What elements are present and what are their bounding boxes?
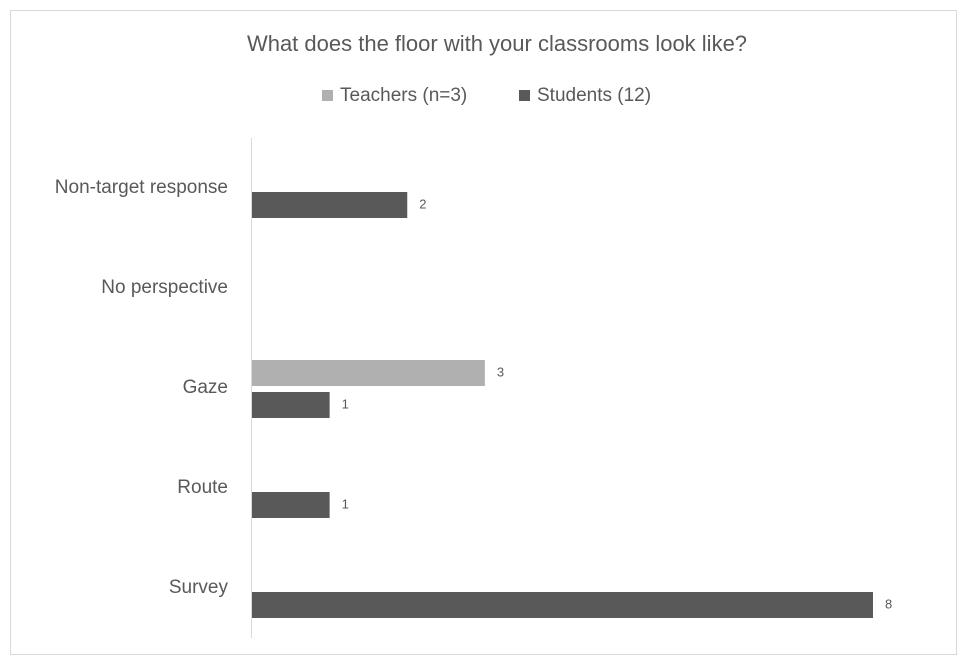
category-label: No perspective — [101, 277, 228, 298]
legend-label: Teachers (n=3) — [340, 85, 467, 106]
value-label: 8 — [885, 596, 892, 611]
legend-label: Students (12) — [537, 85, 651, 106]
value-label: 2 — [419, 196, 426, 211]
category-label: Non-target response — [55, 177, 228, 198]
bar — [252, 360, 485, 386]
chart-border — [10, 10, 957, 655]
bar — [252, 392, 330, 418]
legend-swatch — [519, 90, 530, 101]
bar — [252, 192, 408, 218]
value-label: 3 — [497, 364, 504, 379]
bar — [252, 592, 873, 618]
category-label: Route — [177, 477, 228, 498]
value-label: 1 — [342, 496, 349, 511]
category-label: Survey — [169, 577, 229, 598]
legend-swatch — [322, 90, 333, 101]
bar — [252, 492, 330, 518]
category-label: Gaze — [183, 377, 228, 398]
value-label: 1 — [342, 396, 349, 411]
chart-title: What does the floor with your classrooms… — [247, 31, 747, 56]
